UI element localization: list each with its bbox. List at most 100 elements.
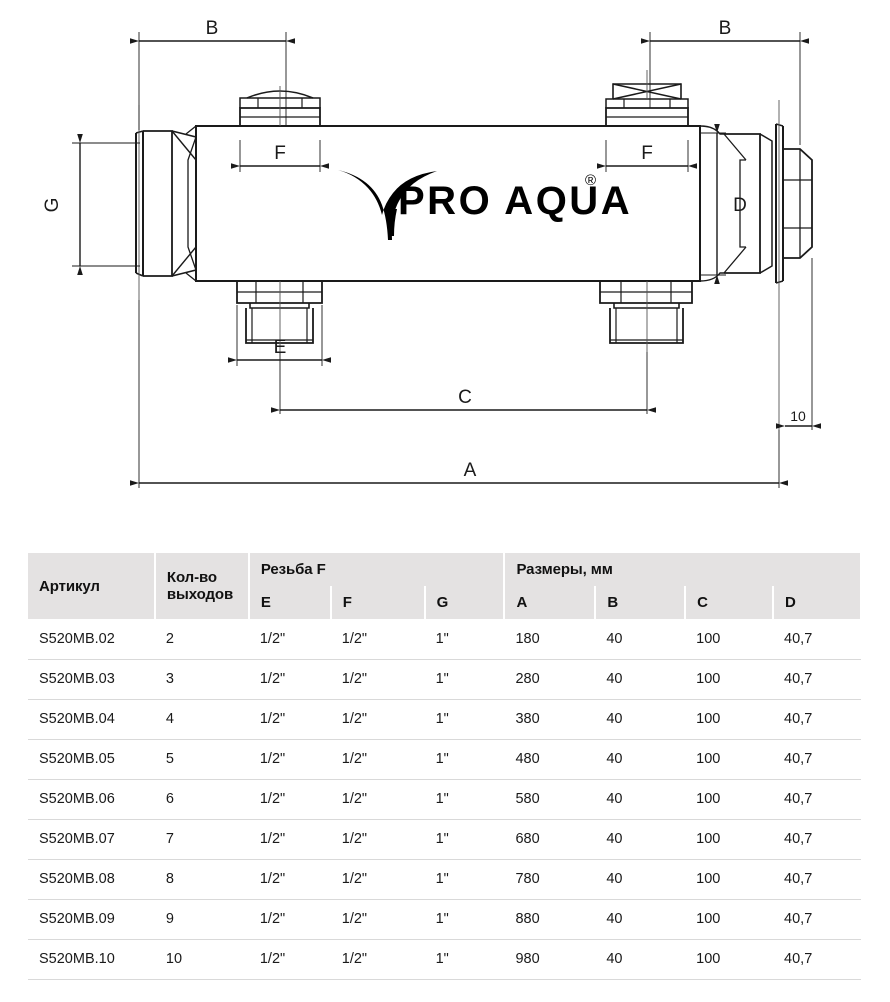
cell-a: 580 bbox=[504, 779, 596, 820]
cell-e: 1/2" bbox=[248, 899, 331, 940]
cell-outputs: 5 bbox=[154, 739, 249, 780]
cell-article: S520MB.08 bbox=[28, 859, 155, 900]
cell-g: 1" bbox=[424, 739, 505, 780]
table-row: S520MB.06 6 1/2" 1/2" 1" 580 40 100 40,7 bbox=[28, 779, 861, 820]
cell-f: 1/2" bbox=[330, 819, 425, 860]
column-header-article: Артикул bbox=[28, 553, 156, 619]
cell-f: 1/2" bbox=[330, 899, 425, 940]
cell-a: 880 bbox=[504, 899, 596, 940]
cell-c: 100 bbox=[685, 819, 774, 860]
column-header-d: D bbox=[773, 586, 862, 619]
cell-article: S520MB.07 bbox=[28, 819, 155, 860]
cell-f: 1/2" bbox=[330, 939, 425, 980]
cell-e: 1/2" bbox=[248, 739, 331, 780]
logo-brand-text: PRO AQUA bbox=[398, 179, 632, 223]
cell-f: 1/2" bbox=[330, 659, 425, 700]
cell-d: 40,7 bbox=[773, 939, 861, 980]
dimension-label-b-right: B bbox=[719, 18, 732, 39]
cell-article: S520MB.04 bbox=[28, 699, 155, 740]
cell-c: 100 bbox=[685, 659, 774, 700]
right-end-cap bbox=[723, 123, 813, 284]
column-header-g: G bbox=[424, 586, 506, 619]
cell-d: 40,7 bbox=[773, 859, 861, 900]
dimension-label-g: G bbox=[42, 198, 63, 213]
table-row: S520MB.08 8 1/2" 1/2" 1" 780 40 100 40,7 bbox=[28, 859, 861, 900]
table-row: S520MB.04 4 1/2" 1/2" 1" 380 40 100 40,7 bbox=[28, 699, 861, 740]
specification-table: Артикул Кол-во выходов Резьба F Размеры,… bbox=[28, 553, 862, 980]
column-header-b: B bbox=[595, 586, 687, 619]
left-end-cap bbox=[135, 125, 197, 282]
cell-outputs: 6 bbox=[154, 779, 249, 820]
cell-b: 40 bbox=[595, 779, 686, 820]
cell-article: S520MB.05 bbox=[28, 739, 155, 780]
cell-g: 1" bbox=[424, 779, 505, 820]
cell-e: 1/2" bbox=[248, 779, 331, 820]
table-row: S520MB.03 3 1/2" 1/2" 1" 280 40 100 40,7 bbox=[28, 659, 861, 700]
cell-article: S520MB.03 bbox=[28, 659, 155, 700]
cell-g: 1" bbox=[424, 659, 505, 700]
cell-a: 780 bbox=[504, 859, 596, 900]
cell-b: 40 bbox=[595, 899, 686, 940]
cell-article: S520MB.10 bbox=[28, 939, 155, 980]
cell-b: 40 bbox=[595, 859, 686, 900]
cell-d: 40,7 bbox=[773, 899, 861, 940]
cell-e: 1/2" bbox=[248, 619, 331, 660]
dimension-label-c: C bbox=[458, 387, 472, 408]
cell-f: 1/2" bbox=[330, 859, 425, 900]
cell-g: 1" bbox=[424, 619, 505, 660]
dimension-label-f-top-right: F bbox=[641, 143, 653, 164]
cell-outputs: 9 bbox=[154, 899, 249, 940]
specification-table-container: Артикул Кол-во выходов Резьба F Размеры,… bbox=[28, 553, 862, 980]
table-row: S520MB.10 10 1/2" 1/2" 1" 980 40 100 40,7 bbox=[28, 939, 861, 980]
dimension-label-b-left: B bbox=[206, 18, 219, 39]
cell-g: 1" bbox=[424, 939, 505, 980]
cell-e: 1/2" bbox=[248, 939, 331, 980]
dimension-label-d: D bbox=[733, 195, 747, 216]
cell-c: 100 bbox=[685, 939, 774, 980]
cell-e: 1/2" bbox=[248, 819, 331, 860]
cell-f: 1/2" bbox=[330, 619, 425, 660]
technical-drawing: B B G D F F E C A 10 PRO AQUA ® bbox=[42, 18, 821, 488]
cell-article: S520MB.09 bbox=[28, 899, 155, 940]
cell-d: 40,7 bbox=[773, 779, 861, 820]
column-header-c: C bbox=[685, 586, 775, 619]
cell-outputs: 10 bbox=[154, 939, 249, 980]
cell-a: 980 bbox=[504, 939, 596, 980]
cell-b: 40 bbox=[595, 939, 686, 980]
cell-f: 1/2" bbox=[330, 779, 425, 820]
cell-outputs: 8 bbox=[154, 859, 249, 900]
cell-g: 1" bbox=[424, 819, 505, 860]
cell-a: 680 bbox=[504, 819, 596, 860]
table-header: Артикул Кол-во выходов Резьба F Размеры,… bbox=[28, 553, 862, 619]
dimension-label-a: A bbox=[464, 460, 477, 481]
cell-a: 380 bbox=[504, 699, 596, 740]
cell-a: 180 bbox=[504, 619, 596, 660]
dimension-label-e: E bbox=[274, 337, 287, 358]
cell-b: 40 bbox=[595, 699, 686, 740]
cell-f: 1/2" bbox=[330, 699, 425, 740]
cell-outputs: 4 bbox=[154, 699, 249, 740]
cell-c: 100 bbox=[685, 899, 774, 940]
column-header-a: A bbox=[504, 586, 597, 619]
cell-b: 40 bbox=[595, 819, 686, 860]
cell-outputs: 7 bbox=[154, 819, 249, 860]
cell-outputs: 3 bbox=[154, 659, 249, 700]
column-group-header-sizes: Размеры, мм bbox=[504, 553, 862, 586]
table-row: S520MB.05 5 1/2" 1/2" 1" 480 40 100 40,7 bbox=[28, 739, 861, 780]
pro-aqua-logo: PRO AQUA ® bbox=[338, 170, 632, 240]
column-header-e: E bbox=[248, 586, 332, 619]
cell-e: 1/2" bbox=[248, 859, 331, 900]
cell-c: 100 bbox=[685, 779, 774, 820]
cell-b: 40 bbox=[595, 619, 686, 660]
cell-d: 40,7 bbox=[773, 659, 861, 700]
cell-e: 1/2" bbox=[248, 699, 331, 740]
cell-g: 1" bbox=[424, 859, 505, 900]
cell-article: S520MB.02 bbox=[28, 619, 155, 660]
column-header-outputs: Кол-во выходов bbox=[154, 553, 250, 619]
dimension-label-10: 10 bbox=[790, 408, 806, 424]
leaf-v-icon bbox=[338, 170, 437, 240]
cell-g: 1" bbox=[424, 699, 505, 740]
cell-b: 40 bbox=[595, 659, 686, 700]
port-bottom-right bbox=[599, 281, 693, 344]
